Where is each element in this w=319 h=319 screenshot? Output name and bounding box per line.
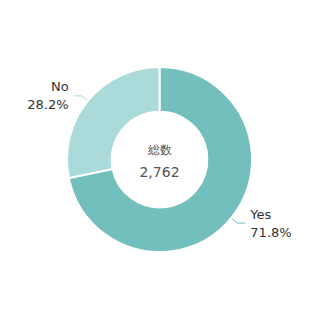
svg-text:総数: 総数 (147, 143, 172, 157)
svg-text:2,762: 2,762 (139, 164, 179, 180)
svg-text:Yes: Yes (249, 207, 271, 222)
svg-text:71.8%: 71.8% (250, 225, 291, 240)
svg-text:No: No (51, 79, 69, 94)
svg-text:28.2%: 28.2% (27, 97, 68, 112)
